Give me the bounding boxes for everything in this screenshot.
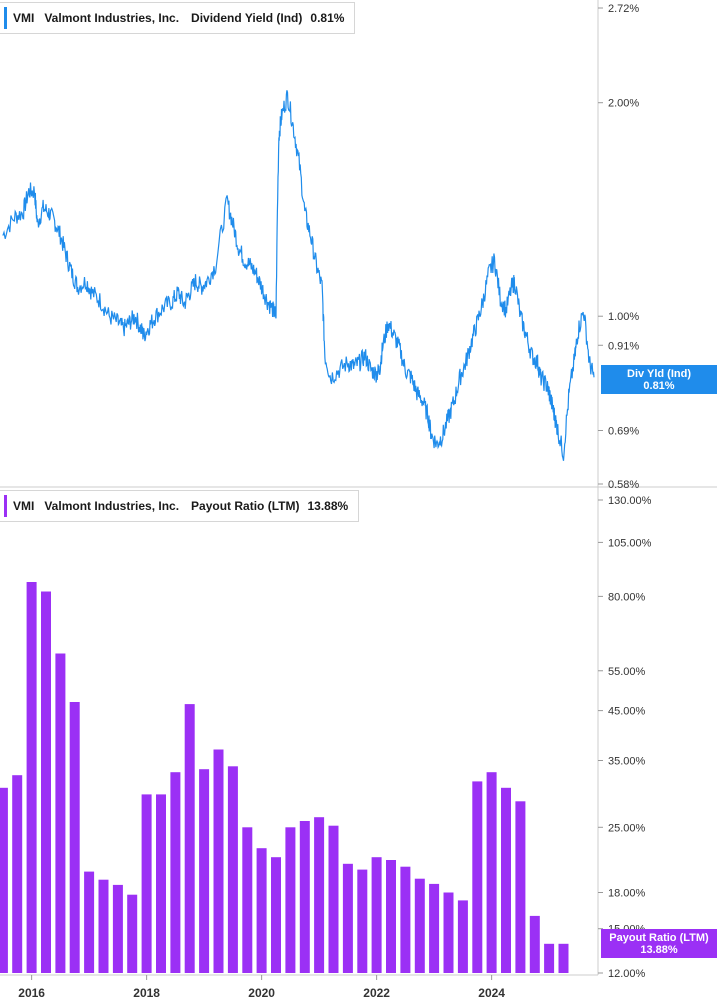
x-axis: 2016 2018 2020 2022 2024	[18, 975, 505, 1000]
payout-bar	[213, 749, 224, 973]
payout-bar	[457, 900, 468, 973]
payout-bar	[170, 772, 181, 973]
payout-bar	[386, 860, 396, 973]
yield-tick-label: 0.69%	[608, 426, 639, 438]
yield-legend-value: 0.81%	[310, 11, 345, 25]
yield-tick-label: 0.58%	[608, 479, 639, 491]
payout-tick-label: 55.00%	[608, 666, 646, 678]
payout-bar	[112, 884, 123, 973]
payout-tick-label: 45.00%	[608, 706, 646, 718]
payout-tick-label: 130.00%	[608, 495, 652, 507]
payout-tick-label: 12.00%	[608, 968, 646, 980]
payout-legend-company: Valmont Industries, Inc.	[44, 499, 180, 513]
yield-series-line	[2, 90, 595, 461]
payout-tick-label: 25.00%	[608, 822, 646, 834]
payout-legend-swatch	[4, 495, 7, 517]
yield-legend-symbol: VMI	[13, 11, 35, 25]
payout-bar	[558, 943, 569, 973]
payout-bar	[429, 883, 440, 973]
payout-bar	[41, 591, 51, 973]
payout-tick-label: 35.00%	[608, 755, 646, 767]
yield-tick-label: 1.00%	[608, 311, 639, 323]
x-tick-label: 2022	[363, 986, 390, 1000]
payout-bar	[141, 794, 152, 973]
yield-tick-label: 0.91%	[608, 340, 639, 352]
payout-bar	[299, 821, 310, 973]
yield-tag-value: 0.81%	[643, 380, 675, 392]
x-tick-label: 2018	[133, 986, 160, 1000]
yield-tick-label: 2.72%	[608, 3, 639, 15]
yield-legend-metric: Dividend Yield (Ind)	[191, 11, 303, 25]
payout-legend-metric: Payout Ratio (LTM)	[191, 499, 300, 513]
payout-bar	[84, 871, 95, 973]
yield-tick-label: 2.00%	[608, 98, 639, 110]
payout-tick-label: 80.00%	[608, 591, 646, 603]
payout-bar	[443, 892, 454, 973]
payout-bar	[69, 702, 80, 973]
payout-bar	[342, 863, 353, 973]
x-tick-label: 2020	[248, 986, 275, 1000]
payout-bar	[486, 772, 497, 973]
yield-value-tag: Div Yld (Ind) 0.81%	[601, 365, 717, 394]
payout-bar	[156, 794, 166, 973]
yield-tag-label: Div Yld (Ind)	[627, 368, 691, 380]
yield-legend-company: Valmont Industries, Inc.	[44, 11, 180, 25]
payout-tick-label: 18.00%	[608, 888, 646, 900]
payout-legend-symbol: VMI	[13, 499, 35, 513]
payout-bar	[98, 879, 109, 973]
payout-bar	[400, 866, 411, 973]
payout-bar	[242, 827, 253, 973]
payout-bar	[357, 869, 368, 973]
payout-bar	[199, 769, 210, 973]
payout-bar	[12, 775, 23, 973]
payout-tick-label: 105.00%	[608, 537, 652, 549]
x-tick-label: 2016	[18, 986, 45, 1000]
payout-bar	[515, 801, 526, 973]
yield-legend-swatch	[4, 7, 7, 29]
payout-bar	[55, 653, 66, 973]
yield-plot-area	[2, 90, 595, 461]
payout-bar	[26, 582, 37, 973]
payout-bar	[371, 857, 382, 973]
yield-axis-panel: 2.72% 2.00% 1.00% 0.91% 0.69% 0.58%	[0, 0, 717, 975]
payout-legend[interactable]: VMI Valmont Industries, Inc. Payout Rati…	[0, 490, 360, 522]
payout-tag-label: Payout Ratio (LTM)	[609, 932, 709, 944]
payout-bar	[529, 915, 540, 973]
payout-bar	[314, 817, 325, 973]
payout-bar	[472, 781, 483, 973]
payout-bar	[271, 857, 281, 973]
payout-bar	[285, 827, 296, 973]
payout-axis-panel: 130.00% 105.00% 80.00% 55.00% 45.00% 35.00% 25…	[0, 495, 652, 980]
payout-plot-area	[0, 582, 569, 973]
payout-tag-value: 13.88%	[640, 944, 678, 956]
payout-value-tag: Payout Ratio (LTM) 13.88%	[601, 929, 717, 958]
x-tick-label: 2024	[478, 986, 505, 1000]
payout-bar	[184, 704, 195, 973]
payout-legend-value: 13.88%	[307, 499, 349, 513]
payout-bar	[544, 943, 555, 973]
payout-bar	[501, 787, 511, 973]
payout-bar	[127, 894, 138, 973]
payout-bar	[256, 848, 267, 973]
payout-bar	[0, 787, 8, 973]
payout-bar	[328, 825, 339, 973]
payout-bar	[227, 766, 238, 973]
payout-bar	[414, 878, 425, 973]
yield-legend[interactable]: VMI Valmont Industries, Inc. Dividend Yi…	[0, 2, 356, 34]
